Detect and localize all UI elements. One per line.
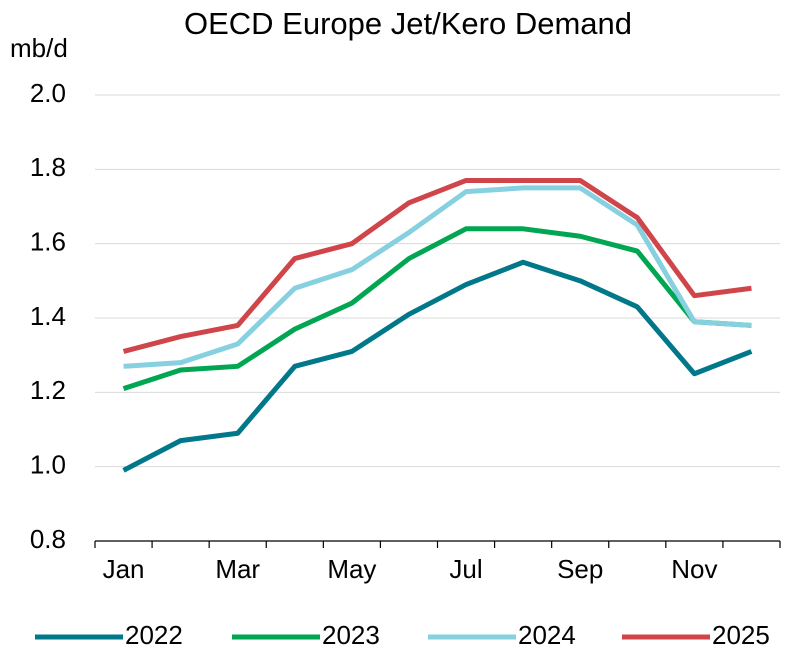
x-tick-label: Mar xyxy=(215,554,260,584)
y-tick-label: 1.6 xyxy=(30,227,66,257)
series-line xyxy=(122,259,753,473)
x-tick-label: Sep xyxy=(557,554,603,584)
y-tick-label: 1.4 xyxy=(30,301,66,331)
x-tick-label: Nov xyxy=(671,554,717,584)
x-tick-label: May xyxy=(327,554,376,584)
x-tick-label: Jul xyxy=(449,554,482,584)
y-tick-label: 2.0 xyxy=(30,78,66,108)
legend-label: 2023 xyxy=(322,620,380,650)
y-axis-label: mb/d xyxy=(10,33,68,63)
legend-label: 2022 xyxy=(125,620,183,650)
series-line xyxy=(123,185,752,369)
y-tick-label: 1.0 xyxy=(30,450,66,480)
x-tick-label: Jan xyxy=(103,554,145,584)
y-tick-label: 1.2 xyxy=(30,375,66,405)
series-line xyxy=(122,177,752,354)
y-tick-label: 1.8 xyxy=(30,152,66,182)
y-tick-label: 0.8 xyxy=(30,524,66,554)
legend-label: 2024 xyxy=(518,620,576,650)
chart-title: OECD Europe Jet/Kero Demand xyxy=(184,6,632,41)
series-line xyxy=(122,226,752,391)
legend-label: 2025 xyxy=(712,620,770,650)
